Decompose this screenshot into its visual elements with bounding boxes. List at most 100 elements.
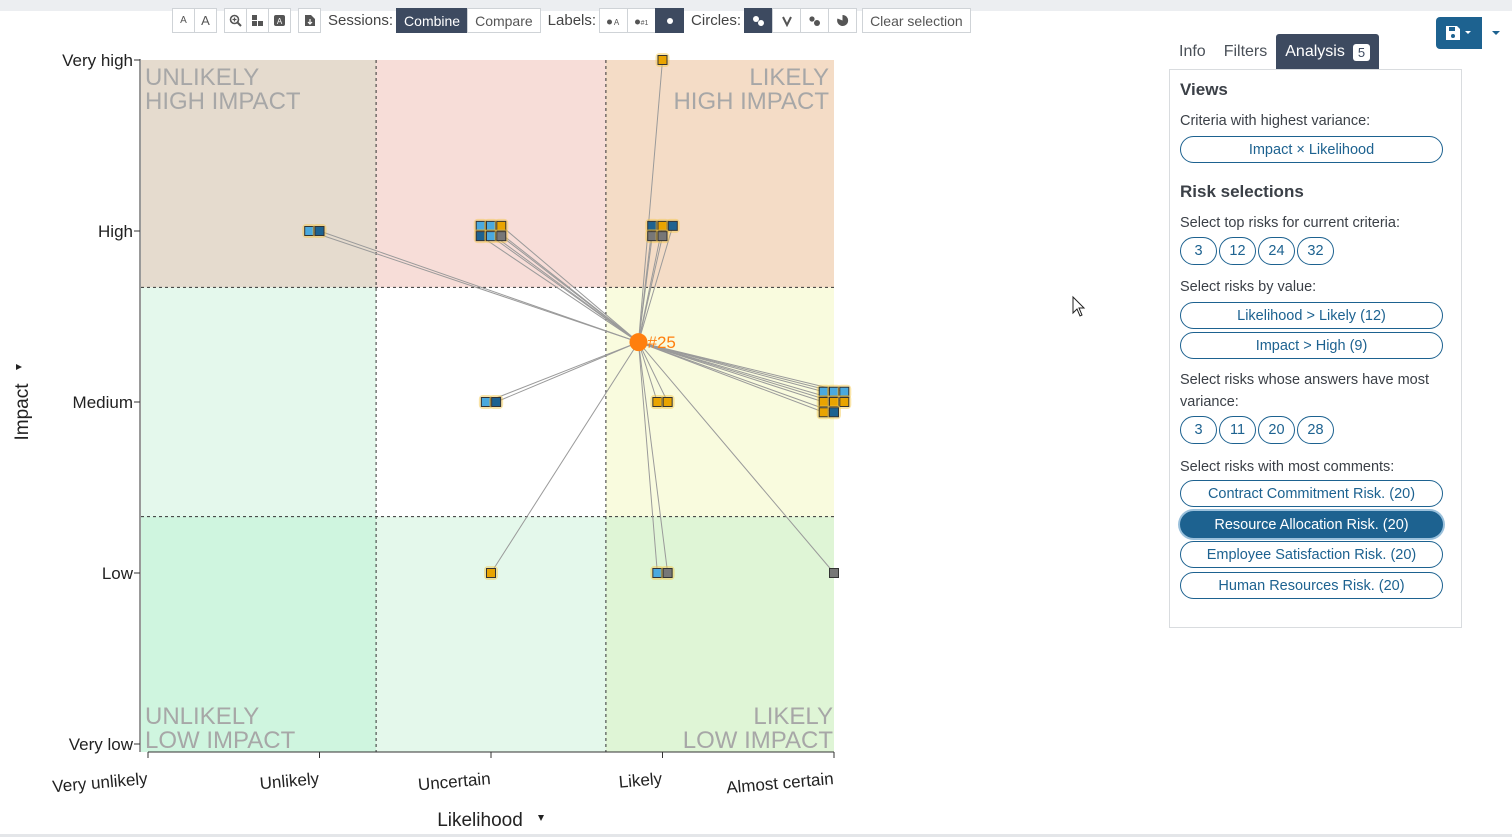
variance-criteria-button[interactable]: Impact × Likelihood <box>1180 136 1443 163</box>
zone-6 <box>141 516 377 752</box>
x-tick-label-1: Unlikely <box>259 769 320 793</box>
quadrant-bottom-right-line1: LIKELY <box>753 703 833 730</box>
analysis-count-badge: 5 <box>1352 43 1371 61</box>
answers-20-button[interactable]: 20 <box>1258 416 1295 444</box>
file-download-icon <box>304 15 315 26</box>
risk-point-0 <box>657 55 668 65</box>
sessions-combine-button[interactable]: Combine <box>396 8 469 33</box>
y-ticks-layer: Very low Low Medium High Very high <box>62 51 140 754</box>
link-line-13 <box>638 236 663 343</box>
answers-11-button[interactable]: 11 <box>1219 416 1256 444</box>
zone-4 <box>376 287 606 517</box>
risk-point-8 <box>496 231 507 242</box>
labels-dot-only-button[interactable] <box>655 8 685 33</box>
link-line-28 <box>637 342 669 574</box>
risk-point-11 <box>667 220 678 231</box>
tab-info[interactable]: Info <box>1170 34 1215 70</box>
contract-commitment-button[interactable]: Contract Commitment Risk. (20) <box>1180 480 1443 507</box>
y-axis-caret-icon <box>16 364 22 370</box>
side-tabs: Info Filters Analysis 5 <box>1170 34 1380 70</box>
risk-selections-heading: Risk selections <box>1180 182 1304 201</box>
link-line-25 <box>638 341 835 413</box>
quadrant-bottom-right-line2: LOW IMPACT <box>683 727 834 754</box>
clear-selection-button[interactable]: Clear selection <box>862 8 971 33</box>
link-line-5 <box>500 225 639 343</box>
link-line-7 <box>490 235 639 343</box>
bottom-band <box>0 834 1512 837</box>
answers-variance-buttons: 3 11 20 28 <box>1180 416 1334 444</box>
risk-point-29 <box>829 568 839 578</box>
points-layer <box>302 53 852 580</box>
x-axis-caret-icon <box>538 815 544 821</box>
link-lines-layer <box>309 59 845 574</box>
answers-3-button[interactable]: 3 <box>1180 416 1217 444</box>
top-risks-32-button[interactable]: 32 <box>1297 237 1334 265</box>
tab-filters[interactable]: Filters <box>1215 34 1277 70</box>
circles-pie-button[interactable] <box>828 8 858 33</box>
x-tick-label-3: Likely <box>618 769 663 792</box>
resource-allocation-button[interactable]: Resource Allocation Risk. (20) <box>1180 511 1443 538</box>
risk-matrix-chart: UNLIKELY HIGH IMPACT LIKELY HIGH IMPACT … <box>12 51 1086 831</box>
views-heading: Views <box>1180 80 1228 99</box>
risk-point-19 <box>829 386 839 397</box>
zone-3 <box>141 287 377 517</box>
employee-satisfaction-button[interactable]: Employee Satisfaction Risk. (20) <box>1180 541 1443 568</box>
answers-28-button[interactable]: 28 <box>1297 416 1334 444</box>
zone-8 <box>605 516 834 752</box>
link-line-12 <box>637 236 653 343</box>
font-small-glyph: A <box>180 15 187 26</box>
quadrant-top-left-line2: HIGH IMPACT <box>145 88 301 115</box>
font-large-glyph: A <box>201 13 210 28</box>
risk-point-27 <box>652 568 663 578</box>
save-button[interactable] <box>1436 17 1482 49</box>
top-band <box>0 0 1512 11</box>
dot-number-icon: #1 <box>634 19 648 26</box>
human-resources-button[interactable]: Human Resources Risk. (20) <box>1180 572 1443 599</box>
top-risks-24-button[interactable]: 24 <box>1258 237 1295 265</box>
link-line-1 <box>309 230 639 343</box>
link-line-29 <box>638 341 835 574</box>
y-axis-title[interactable]: Impact <box>12 364 33 441</box>
link-line-14 <box>485 341 639 403</box>
link-line-21 <box>638 341 824 403</box>
zone-7 <box>376 516 606 752</box>
impact-filter-button[interactable]: Impact > High (9) <box>1180 332 1443 359</box>
dot-text-icon: A <box>606 18 619 26</box>
sessions-compare-button[interactable]: Compare <box>467 8 541 33</box>
risk-point-18 <box>818 386 829 397</box>
save-dropdown-button[interactable] <box>1482 17 1510 49</box>
risk-point-15 <box>491 397 502 407</box>
quadrant-bottom-left-line2: LOW IMPACT <box>145 727 296 754</box>
labels-dot-number-button[interactable]: #1 <box>627 8 657 33</box>
quadrant-labels-layer: UNLIKELY HIGH IMPACT LIKELY HIGH IMPACT … <box>145 64 833 754</box>
tab-analysis[interactable]: Analysis 5 <box>1276 34 1380 70</box>
caret-down-icon <box>1492 31 1500 35</box>
risk-point-26 <box>486 568 496 578</box>
export-button[interactable] <box>298 8 321 33</box>
risk-point-13 <box>657 231 668 242</box>
link-line-17 <box>638 341 669 403</box>
selected-risk-label: #25 <box>647 333 675 352</box>
top-risks-12-button[interactable]: 12 <box>1219 237 1256 265</box>
risk-point-17 <box>662 397 673 407</box>
y-axis-label: Impact <box>12 383 33 441</box>
labels-dot-text-button[interactable]: A <box>599 8 629 33</box>
risk-point-4 <box>486 220 496 231</box>
variance-label: Criteria with highest variance: <box>1180 113 1371 129</box>
tab-filters-label: Filters <box>1223 43 1268 60</box>
link-line-11 <box>638 225 674 343</box>
comments-label: Select risks with most comments: <box>1180 459 1395 475</box>
circles-cluster-button[interactable] <box>744 8 774 33</box>
circles-label: Circles: <box>691 12 742 29</box>
x-axis-title[interactable]: Likelihood <box>437 810 544 831</box>
pie-icon <box>837 14 849 26</box>
save-group <box>1436 17 1510 49</box>
link-line-26 <box>490 341 639 574</box>
likelihood-filter-button[interactable]: Likelihood > Likely (12) <box>1180 302 1443 329</box>
circles-pair-button[interactable] <box>800 8 830 33</box>
grid-layer <box>141 60 834 752</box>
label-box-button[interactable]: A <box>268 8 291 33</box>
font-larger-button[interactable]: A <box>194 8 217 33</box>
zoom-button[interactable] <box>224 8 247 33</box>
top-risks-3-button[interactable]: 3 <box>1180 237 1217 265</box>
